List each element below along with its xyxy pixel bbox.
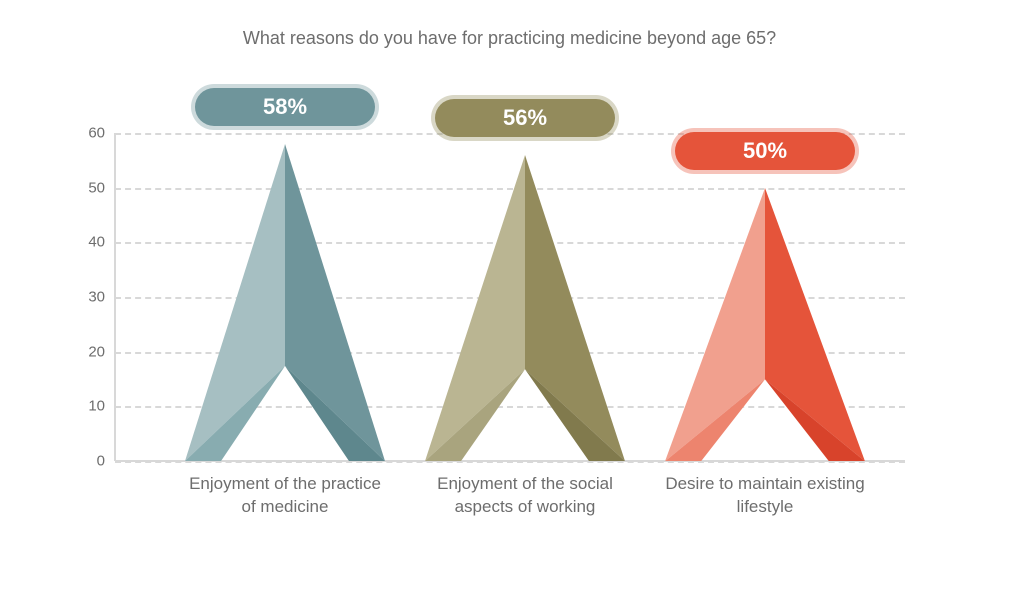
pyramid-shape bbox=[425, 155, 625, 461]
value-badge-inner: 58% bbox=[195, 88, 375, 126]
y-tick-label: 10 bbox=[88, 398, 115, 415]
pyramid-face-right bbox=[525, 155, 625, 461]
chart-container: What reasons do you have for practicing … bbox=[0, 0, 1019, 590]
value-badge-text: 56% bbox=[503, 105, 547, 131]
y-tick-label: 50 bbox=[88, 179, 115, 196]
pyramid-face-right bbox=[285, 144, 385, 461]
value-badge-inner: 50% bbox=[675, 132, 855, 170]
y-tick-label: 0 bbox=[97, 453, 115, 470]
pyramid-face-left bbox=[425, 155, 525, 461]
pyramid-shape bbox=[185, 144, 385, 461]
value-badge: 58% bbox=[191, 84, 379, 130]
value-badge-text: 50% bbox=[743, 138, 787, 164]
y-tick-label: 60 bbox=[88, 125, 115, 142]
x-category-label: Enjoyment of the practice of medicine bbox=[180, 461, 390, 519]
y-tick-label: 30 bbox=[88, 289, 115, 306]
pyramid-shape bbox=[665, 188, 865, 461]
y-tick-label: 20 bbox=[88, 343, 115, 360]
pyramid: 56% bbox=[425, 133, 625, 461]
pyramid: 50% bbox=[665, 133, 865, 461]
plot-area: 010203040506058%Enjoyment of the practic… bbox=[115, 133, 905, 461]
y-tick-label: 40 bbox=[88, 234, 115, 251]
value-badge-inner: 56% bbox=[435, 99, 615, 137]
value-badge-text: 58% bbox=[263, 94, 307, 120]
y-axis-line bbox=[114, 133, 116, 461]
value-badge: 50% bbox=[671, 128, 859, 174]
x-category-label: Desire to maintain existing lifestyle bbox=[660, 461, 870, 519]
pyramid: 58% bbox=[185, 133, 385, 461]
pyramid-face-left bbox=[185, 144, 285, 461]
value-badge: 56% bbox=[431, 95, 619, 141]
x-category-label: Enjoyment of the social aspects of worki… bbox=[420, 461, 630, 519]
chart-title: What reasons do you have for practicing … bbox=[0, 28, 1019, 49]
